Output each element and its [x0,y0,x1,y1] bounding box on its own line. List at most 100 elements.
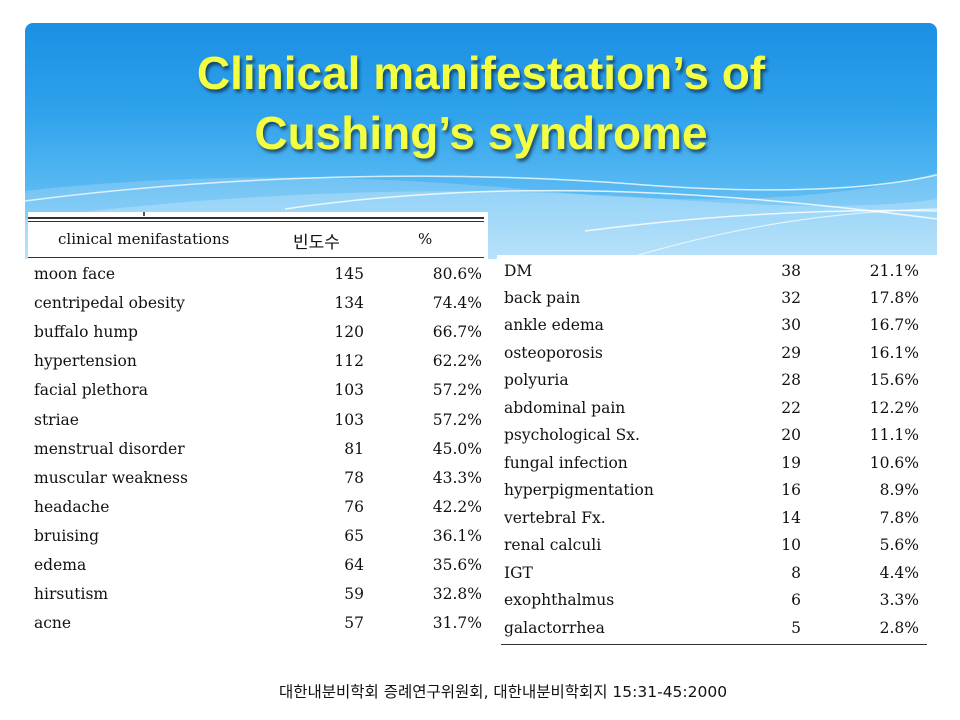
row-count: 32 [781,289,801,307]
table-top-rule [28,217,484,219]
row-count: 134 [334,294,364,312]
table-row: ankle edema 30 16.7% [497,313,927,340]
table-row: abdominal pain 22 12.2% [497,396,927,423]
title-line-2: Cushing’s syndrome [254,107,708,159]
row-percent: 45.0% [432,440,482,458]
table-row: osteoporosis 29 16.1% [497,341,927,368]
table-row: facial plethora 103 57.2% [28,378,484,407]
row-name: polyuria [504,371,569,389]
row-percent: 31.7% [432,614,482,632]
row-name: vertebral Fx. [504,509,606,527]
table-top-rule-thin [28,221,484,222]
row-count: 64 [344,556,364,574]
row-percent: 43.3% [432,469,482,487]
table-header-rule [28,257,484,258]
row-name: exophthalmus [504,591,615,609]
table-row: centripedal obesity 134 74.4% [28,291,484,320]
table-row: hypertension 112 62.2% [28,349,484,378]
row-name: menstrual disorder [34,440,185,458]
table-row: menstrual disorder 81 45.0% [28,437,484,466]
page-title: Clinical manifestation’s of Cushing’s sy… [25,43,937,163]
row-percent: 15.6% [869,371,919,389]
row-percent: 3.3% [879,591,919,609]
row-name: back pain [504,289,581,307]
table-row: headache 76 42.2% [28,495,484,524]
row-count: 22 [781,399,801,417]
row-name: edema [34,556,87,574]
header-frequency: 빈도수 [293,233,340,253]
row-percent: 80.6% [432,265,482,283]
row-percent: 4.4% [879,564,919,582]
table-row: fungal infection 19 10.6% [497,451,927,478]
row-count: 65 [344,527,364,545]
table-row: moon face 145 80.6% [28,262,484,291]
row-count: 76 [344,498,364,516]
table-bottom-rule [501,644,927,645]
row-name: headache [34,498,110,516]
row-percent: 12.2% [869,399,919,417]
row-percent: 66.7% [432,323,482,341]
row-count: 112 [334,352,364,370]
row-percent: 8.9% [879,481,919,499]
table-row: vertebral Fx. 14 7.8% [497,506,927,533]
row-percent: 35.6% [432,556,482,574]
row-percent: 7.8% [879,509,919,527]
table-row: hirsutism 59 32.8% [28,582,484,611]
row-count: 103 [334,381,364,399]
row-name: bruising [34,527,100,545]
manifestations-table-left: clinical menifastations 빈도수 % moon face … [28,212,488,648]
row-percent: 10.6% [869,454,919,472]
table-row: renal calculi 10 5.6% [497,533,927,560]
table-row: edema 64 35.6% [28,553,484,582]
row-name: striae [34,411,79,429]
row-count: 16 [781,481,801,499]
row-name: hypertension [34,352,137,370]
row-count: 14 [781,509,801,527]
row-name: abdominal pain [504,399,626,417]
row-name: muscular weakness [34,469,188,487]
table-tick-mark [143,212,145,216]
row-count: 103 [334,411,364,429]
row-percent: 32.8% [432,585,482,603]
row-percent: 74.4% [432,294,482,312]
row-percent: 5.6% [879,536,919,554]
row-name: moon face [34,265,116,283]
row-name: hirsutism [34,585,109,603]
row-count: 57 [344,614,364,632]
row-count: 59 [344,585,364,603]
row-name: facial plethora [34,381,148,399]
citation: 대한내분비학회 증례연구위원회, 대한내분비학회지 15:31-45:2000 [279,683,728,701]
table-row: bruising 65 36.1% [28,524,484,553]
row-percent: 42.2% [432,498,482,516]
table-row: exophthalmus 6 3.3% [497,588,927,615]
row-percent: 57.2% [432,381,482,399]
row-count: 38 [781,262,801,280]
row-percent: 16.7% [869,316,919,334]
table-row: DM 38 21.1% [497,259,927,286]
manifestations-table-right: DM 38 21.1% back pain 32 17.8% ankle ede… [497,255,937,645]
row-percent: 62.2% [432,352,482,370]
table-row: striae 103 57.2% [28,408,484,437]
table-row: hyperpigmentation 16 8.9% [497,478,927,505]
row-count: 8 [791,564,801,582]
row-count: 81 [344,440,364,458]
row-name: DM [504,262,533,280]
row-percent: 2.8% [879,619,919,637]
title-line-1: Clinical manifestation’s of [196,47,766,99]
row-name: acne [34,614,72,632]
row-count: 120 [334,323,364,341]
row-name: centripedal obesity [34,294,185,312]
row-count: 30 [781,316,801,334]
row-name: IGT [504,564,533,582]
row-name: galactorrhea [504,619,605,637]
row-percent: 16.1% [869,344,919,362]
row-count: 145 [334,265,364,283]
row-count: 20 [781,426,801,444]
row-count: 10 [781,536,801,554]
table-row: galactorrhea 5 2.8% [497,616,927,643]
table-row: IGT 8 4.4% [497,561,927,588]
table-row: muscular weakness 78 43.3% [28,466,484,495]
row-name: buffalo hump [34,323,138,341]
row-name: psychological Sx. [504,426,640,444]
table-row: acne 57 31.7% [28,611,484,640]
